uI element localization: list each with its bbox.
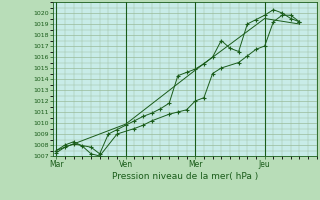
X-axis label: Pression niveau de la mer( hPa ): Pression niveau de la mer( hPa ) <box>112 172 258 181</box>
